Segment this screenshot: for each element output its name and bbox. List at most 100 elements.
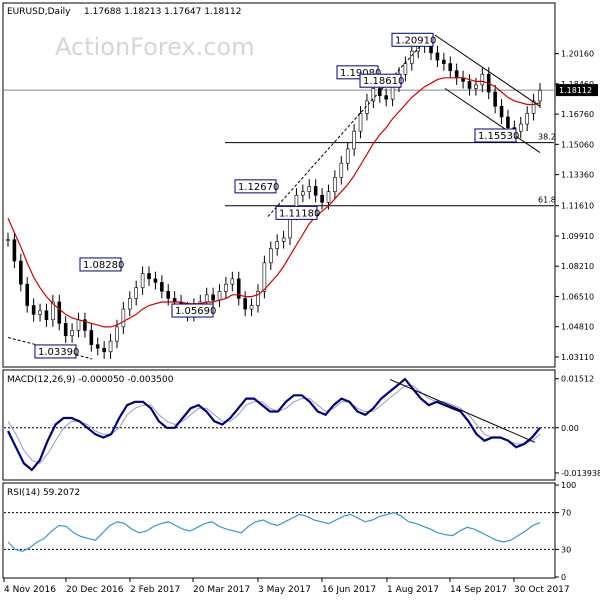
candle-body <box>345 148 350 164</box>
candle-body <box>236 278 241 299</box>
rsi-y-tick-label: 100 <box>561 481 576 490</box>
candle-body <box>275 241 280 249</box>
macd-panel-frame <box>2 369 556 481</box>
price-callout-box <box>234 179 277 194</box>
candle-body <box>51 301 55 321</box>
candle-body <box>160 282 164 292</box>
candle-body <box>121 308 126 328</box>
x-axis-label: 16 Jun 2017 <box>322 585 376 595</box>
moving-average-line <box>7 77 541 328</box>
candle-body <box>38 310 42 315</box>
channel-lower-line <box>444 88 541 153</box>
rsi-y-tick-label: 0 <box>561 573 566 582</box>
x-axis-label: 14 Sep 2017 <box>450 585 507 595</box>
candle-body <box>480 73 485 86</box>
price-callout-box <box>275 205 318 220</box>
price-y-tick-label: 1.06510 <box>561 292 594 301</box>
trend-line-dashed-up <box>267 34 431 217</box>
candle-body <box>499 105 504 118</box>
x-axis-label: 20 Dec 2016 <box>66 585 124 595</box>
ohlc-header: 1.17688 1.18213 1.17647 1.18112 <box>84 7 241 17</box>
candle-body <box>326 191 331 203</box>
candle-body <box>538 89 542 102</box>
x-axis-label: 30 Oct 2017 <box>514 585 570 595</box>
candle-body <box>339 162 344 178</box>
candle-body <box>371 88 376 102</box>
x-axis-label: 2 Feb 2017 <box>130 585 180 595</box>
candle-body <box>44 310 49 321</box>
rsi-y-tick-label: 70 <box>561 509 571 518</box>
price-y-tick-label: 1.03110 <box>561 353 594 362</box>
candle-body <box>506 116 510 128</box>
price-callout-box <box>171 303 214 318</box>
candle-body <box>474 84 478 89</box>
price-callout-label: 1.05690 <box>175 306 216 317</box>
rsi-line <box>7 511 541 552</box>
x-axis-label: 20 Mar 2017 <box>193 585 250 595</box>
macd-y-tick-label: 0.00 <box>561 424 579 433</box>
price-y-tick-label: 1.20160 <box>561 50 594 59</box>
price-callout-box <box>34 344 77 359</box>
candle-body <box>147 273 151 280</box>
chart-header: EURUSD,Daily <box>7 7 71 17</box>
macd-main-line <box>7 377 541 472</box>
candle-body <box>467 81 472 89</box>
candle-body <box>108 340 113 353</box>
candle-body <box>333 177 337 192</box>
candle-body <box>493 91 497 107</box>
price-callout-box <box>391 32 434 47</box>
fib-level-label: 61.8 <box>538 196 556 205</box>
candle-body <box>25 283 30 306</box>
candle-body <box>442 59 446 64</box>
candle-body <box>230 278 235 285</box>
candle-body <box>307 186 312 192</box>
axis-layer: 1.201601.184601.167601.150601.133601.116… <box>3 50 600 595</box>
candle-body <box>102 347 106 353</box>
candle-body <box>95 344 100 349</box>
price-callout-label: 1.20910 <box>395 35 436 46</box>
channel-upper-line <box>434 34 541 107</box>
candle-body <box>320 194 324 203</box>
candle-body <box>531 100 536 114</box>
x-axis-label: 1 Aug 2017 <box>387 585 439 595</box>
price-callout-label: 1.18610 <box>363 76 404 87</box>
macd-y-tick-label: -0.013938 <box>561 469 600 478</box>
candle-body <box>262 262 267 292</box>
x-axis-label: 4 Nov 2016 <box>4 585 56 595</box>
candle-body <box>19 260 23 285</box>
macd-signal-line <box>7 385 541 465</box>
candle-body <box>70 330 74 337</box>
price-callout-box <box>474 128 517 143</box>
price-callout-label: 1.11180 <box>279 208 320 219</box>
macd-title: MACD(12,26,9) -0.000050 -0.003500 <box>7 375 174 385</box>
candle-body <box>518 123 523 132</box>
price-y-tick-label: 1.16760 <box>561 110 594 119</box>
last-price-tag <box>556 84 598 97</box>
last-price-label: 1.18112 <box>559 86 592 95</box>
candle-body <box>352 130 356 150</box>
price-y-tick-label: 1.13360 <box>561 171 594 180</box>
price-callout-label: 1.08280 <box>83 260 124 271</box>
price-y-tick-label: 1.15060 <box>561 140 594 149</box>
fib-level-label: 38.2 <box>538 133 556 142</box>
candle-body <box>249 305 254 310</box>
price-callout-label: 1.15530 <box>478 131 519 142</box>
price-callout-label: 1.12670 <box>238 182 279 193</box>
price-callout-label: 1.03390 <box>38 347 79 358</box>
rsi-layer <box>4 511 554 552</box>
watermark: ActionForex.com <box>55 33 255 61</box>
candle-body <box>134 287 138 299</box>
candle-body <box>89 330 94 345</box>
macd-layer <box>4 377 554 472</box>
price-callout-box <box>359 73 402 88</box>
price-y-tick-label: 1.09910 <box>561 232 594 241</box>
candle-body <box>153 278 158 283</box>
candle-body <box>384 95 388 100</box>
candle-body <box>83 319 87 331</box>
rsi-y-tick-label: 30 <box>561 545 571 554</box>
candle-body <box>140 273 145 289</box>
candle-body <box>57 301 62 324</box>
candle-body <box>166 290 171 299</box>
